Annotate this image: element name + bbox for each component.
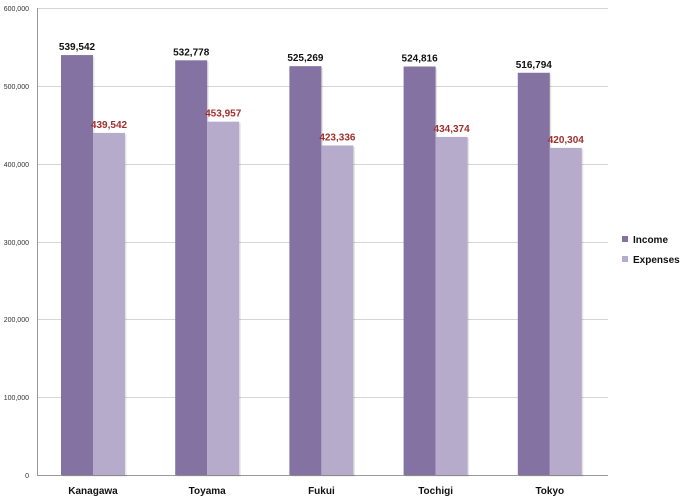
- y-tick-label: 100,000: [4, 395, 29, 402]
- legend-swatch-income: [622, 236, 628, 242]
- bar-expenses-tochigi: [435, 136, 468, 475]
- data-label-income: 532,778: [173, 47, 210, 58]
- y-tick-label: 200,000: [4, 317, 29, 324]
- x-tick-label: Fukui: [308, 486, 335, 497]
- bar-expenses-fukui: [321, 145, 354, 475]
- legend: Income Expenses: [622, 235, 680, 266]
- bar-expenses-toyama: [207, 121, 240, 475]
- legend-label-expenses: Expenses: [633, 255, 680, 266]
- x-tick-label: Tokyo: [535, 486, 564, 497]
- data-label-expenses: 453,957: [205, 109, 242, 120]
- bar-expenses-tokyo: [549, 147, 582, 475]
- legend-label-income: Income: [633, 235, 668, 246]
- data-labels: 539,542 439,542 532,778 453,957 525,269 423,3…: [59, 42, 584, 146]
- data-label-expenses: 423,336: [319, 133, 356, 144]
- bar-income-toyama: [175, 60, 208, 475]
- data-label-income: 539,542: [59, 42, 96, 53]
- data-label-income: 524,816: [402, 54, 439, 65]
- data-label-expenses: 420,304: [548, 135, 585, 146]
- bars: [61, 55, 584, 477]
- x-tick-label: Tochigi: [418, 486, 453, 497]
- y-tick-label: 400,000: [4, 162, 29, 169]
- data-label-income: 525,269: [287, 53, 324, 64]
- x-axis-ticks: Kanagawa Toyama Fukui Tochigi Tokyo: [68, 486, 564, 497]
- x-tick-label: Toyama: [189, 486, 226, 497]
- bar-income-kanagawa: [61, 55, 93, 475]
- data-label-expenses: 439,542: [91, 120, 128, 131]
- y-tick-label: 0: [25, 473, 29, 480]
- bar-income-tochigi: [403, 66, 436, 475]
- bar-income-fukui: [289, 66, 322, 476]
- y-tick-label: 300,000: [4, 240, 29, 247]
- y-axis-ticks: 0 100,000 200,000 300,000 400,000 500,000 600,…: [4, 6, 29, 480]
- bar-expenses-kanagawa: [93, 132, 125, 475]
- bar-income-tokyo: [517, 72, 550, 476]
- legend-swatch-expenses: [622, 256, 628, 262]
- data-label-expenses: 434,374: [434, 124, 471, 135]
- y-tick-label: 600,000: [4, 6, 29, 13]
- data-label-income: 516,794: [516, 60, 553, 71]
- x-tick-label: Kanagawa: [68, 486, 118, 497]
- y-tick-label: 500,000: [4, 84, 29, 91]
